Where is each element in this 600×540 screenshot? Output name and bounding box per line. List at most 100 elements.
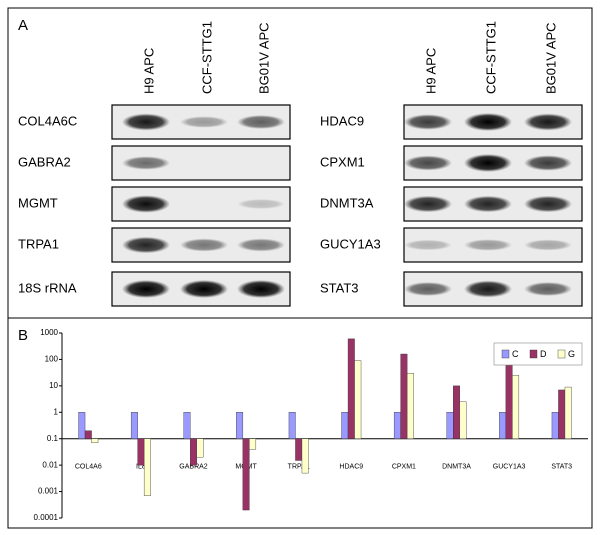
y-tick-label: 1000 [40, 328, 58, 337]
x-tick-label: TRPA1 [288, 464, 310, 471]
bar [242, 438, 250, 511]
y-tick-label: 0.01 [42, 460, 58, 469]
y-tick-label: 100 [45, 355, 59, 364]
legend-swatch [557, 349, 566, 359]
legend-box [493, 342, 583, 366]
band [524, 239, 572, 251]
band [122, 195, 170, 213]
column-header: CCF-STTG1 [483, 21, 498, 94]
column-header: CCF-STTG1 [199, 21, 214, 94]
x-tick-label: IL8 [136, 464, 146, 471]
legend-label: D [540, 349, 547, 359]
band [404, 239, 452, 251]
row-label: CPXM1 [320, 154, 365, 169]
band [237, 199, 285, 209]
row-label: STAT3 [320, 280, 359, 295]
band [464, 195, 512, 213]
bar [564, 386, 572, 439]
legend-swatch [529, 349, 538, 359]
bar [301, 438, 309, 474]
bar [446, 412, 454, 439]
bar [190, 438, 197, 466]
bar [499, 412, 507, 439]
bar [249, 438, 257, 450]
row-label: DNMT3A [320, 195, 374, 210]
bar [558, 389, 566, 439]
bar [393, 412, 401, 439]
row-label: GUCY1A3 [320, 236, 381, 251]
y-tick-label: 0.0001 [34, 513, 59, 522]
band [122, 156, 170, 170]
bar [130, 412, 138, 439]
band [524, 113, 572, 131]
bar [183, 412, 191, 439]
row-label: TRPA1 [18, 236, 59, 251]
band [404, 155, 452, 171]
bar [453, 385, 460, 439]
row-label: MGMT [18, 195, 58, 210]
band [464, 113, 512, 131]
panel-label: A [18, 17, 28, 34]
bar [459, 401, 467, 439]
legend-swatch [501, 349, 510, 359]
bar [512, 375, 520, 439]
panel-label: B [18, 327, 28, 344]
y-tick-label: 0.1 [47, 434, 59, 443]
band [404, 195, 452, 213]
bar [295, 438, 303, 461]
bar [143, 438, 151, 496]
band [237, 280, 285, 298]
band [404, 114, 452, 130]
band [122, 280, 170, 298]
x-tick-label: COL4A6 [75, 464, 102, 471]
column-header: H9 APC [141, 48, 156, 94]
y-tick-label: 1 [54, 407, 59, 416]
bar [196, 438, 204, 458]
bar [84, 430, 92, 439]
band [237, 238, 285, 252]
x-tick-label: HDAC9 [339, 464, 363, 471]
row-label: GABRA2 [18, 154, 71, 169]
band [404, 282, 452, 296]
band [237, 115, 285, 129]
band [122, 236, 170, 254]
band [464, 154, 512, 172]
band [524, 155, 572, 171]
bar [137, 438, 145, 466]
row-label: HDAC9 [320, 113, 364, 128]
y-tick-label: 10 [49, 381, 58, 390]
bar [288, 412, 296, 439]
band [180, 238, 228, 252]
row-label: COL4A6C [18, 113, 77, 128]
y-tick-label: 0.001 [38, 487, 59, 496]
x-tick-label: STAT3 [551, 464, 572, 471]
bar [406, 373, 414, 439]
column-header: H9 APC [423, 48, 438, 94]
legend-label: C [512, 349, 519, 359]
band [464, 239, 512, 251]
bar [341, 412, 349, 439]
column-header: BG01V APC [543, 22, 558, 94]
x-tick-label: DNMT3A [442, 464, 471, 471]
x-tick-label: GUCY1A3 [493, 464, 526, 471]
band [180, 116, 228, 128]
row-label: 18S rRNA [18, 280, 77, 295]
band [524, 195, 572, 213]
band [464, 280, 512, 298]
band [122, 113, 170, 131]
bar [347, 338, 355, 439]
bar [551, 412, 559, 439]
bar [400, 353, 408, 439]
bar [78, 412, 86, 439]
band [180, 280, 228, 298]
band [524, 282, 572, 296]
bar [505, 365, 513, 439]
bar [354, 360, 362, 439]
x-tick-label: GABRA2 [179, 464, 208, 471]
bar [91, 438, 99, 444]
x-tick-label: CPXM1 [392, 464, 416, 471]
column-header: BG01V APC [256, 22, 271, 94]
bar [236, 412, 244, 439]
legend-label: G [568, 349, 575, 359]
